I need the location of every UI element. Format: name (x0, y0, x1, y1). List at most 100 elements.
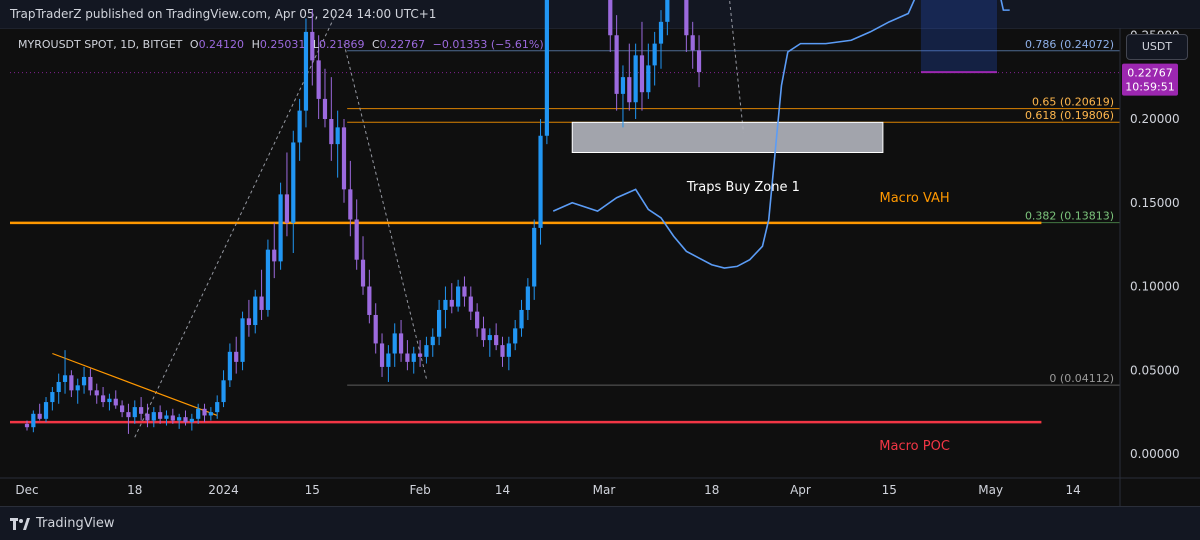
candle-body (627, 77, 632, 103)
candle (639, 21, 645, 111)
candle-body (506, 343, 511, 357)
price-axis: 0.450000.400000.350000.300000.250000.200… (1119, 28, 1180, 506)
time-tick-label: Apr (790, 483, 811, 497)
candle (43, 397, 49, 423)
candle-body (284, 194, 290, 223)
symbol-label[interactable]: MYROUSDT SPOT, 1D, BITGET (18, 38, 183, 51)
candle-body (75, 385, 80, 391)
candle (196, 403, 201, 424)
candle (652, 31, 657, 86)
candle (50, 387, 55, 411)
candle (272, 222, 277, 279)
candle-body (189, 418, 194, 423)
tradingview-logo[interactable]: TradingView (10, 516, 115, 531)
candle (56, 373, 61, 404)
vwap-polyline (552, 0, 1010, 269)
candle-body (177, 417, 182, 421)
candle (658, 10, 664, 69)
fib-level-label: 0.65 (0.20619) (1032, 96, 1114, 109)
candle-body (253, 296, 258, 326)
time-tick-label: Feb (409, 483, 430, 497)
candle (367, 269, 372, 324)
candle-body (398, 333, 404, 354)
candle (189, 413, 194, 431)
candle (392, 323, 397, 367)
candle-body (145, 413, 150, 421)
time-tick-label: 2024 (208, 483, 239, 497)
time-tick-label: 14 (1065, 483, 1080, 497)
candle-body (405, 353, 410, 362)
candle-body (81, 376, 87, 386)
candle-body (329, 119, 334, 145)
candle-body (437, 309, 442, 337)
candle-body (259, 296, 264, 310)
candle-body (208, 412, 213, 416)
candle-body (341, 127, 347, 190)
candle (24, 420, 30, 431)
candle-body (665, 0, 670, 22)
candle-body (424, 345, 429, 357)
candle (500, 336, 505, 367)
chart-frame[interactable] (0, 28, 1200, 507)
candle-body (132, 407, 137, 418)
high-value: 0.25031 (259, 38, 306, 51)
candle-body (272, 249, 277, 262)
candle-body (538, 135, 543, 228)
annotation-label: Macro POC (879, 439, 950, 454)
vwap-line (552, 0, 1010, 269)
candle (430, 328, 435, 357)
candle-body (360, 259, 366, 287)
candle-body (525, 286, 530, 310)
candle (424, 336, 429, 364)
candle-body (367, 286, 372, 315)
candle-body (31, 413, 36, 428)
candle (316, 35, 321, 119)
candle (113, 390, 118, 409)
candle (494, 323, 499, 351)
price-tick-label: 0.15000 (1130, 196, 1180, 210)
candle-body (310, 31, 315, 61)
candle-body (417, 353, 423, 357)
open-value: 0.24120 (198, 38, 245, 51)
fib-level-label: 0.786 (0.24072) (1025, 38, 1114, 51)
candle (202, 403, 207, 423)
time-tick-label: 15 (305, 483, 320, 497)
candle (297, 98, 302, 161)
candle (164, 410, 169, 426)
time-axis: Dec 18 2024 15 Feb 14 Mar 18 Apr 15 May 14 (0, 477, 1200, 497)
candle (665, 0, 670, 36)
candle-body (37, 413, 42, 419)
candle-body (696, 50, 702, 73)
time-tick-label: 18 (704, 483, 719, 497)
candle-body (481, 328, 486, 341)
candle-body (614, 35, 619, 94)
candle (240, 311, 245, 371)
candle (614, 15, 619, 111)
candle (37, 403, 42, 421)
time-tick-label: 15 (882, 483, 897, 497)
annotation-label: Traps Buy Zone 1 (686, 180, 800, 195)
candle (411, 346, 416, 374)
candle-body (316, 60, 321, 99)
candle (513, 320, 518, 351)
bottom-bar: TradingView (0, 506, 1200, 540)
candle (291, 130, 296, 253)
time-tick-label: 18 (127, 483, 142, 497)
currency-button[interactable]: USDT (1126, 34, 1188, 60)
candle (373, 303, 378, 354)
candle (354, 199, 359, 270)
candle-body (215, 402, 220, 413)
candle-body (62, 375, 68, 382)
candle-body (139, 407, 144, 414)
candle (468, 286, 473, 320)
candle-body (94, 390, 99, 396)
candle-body (158, 412, 163, 419)
candle (88, 368, 93, 396)
candle (633, 43, 638, 119)
fib-level-label: 0.382 (0.13813) (1025, 210, 1114, 223)
candle (487, 328, 492, 357)
candle (437, 299, 442, 346)
candle (335, 110, 340, 178)
candle (475, 303, 480, 337)
